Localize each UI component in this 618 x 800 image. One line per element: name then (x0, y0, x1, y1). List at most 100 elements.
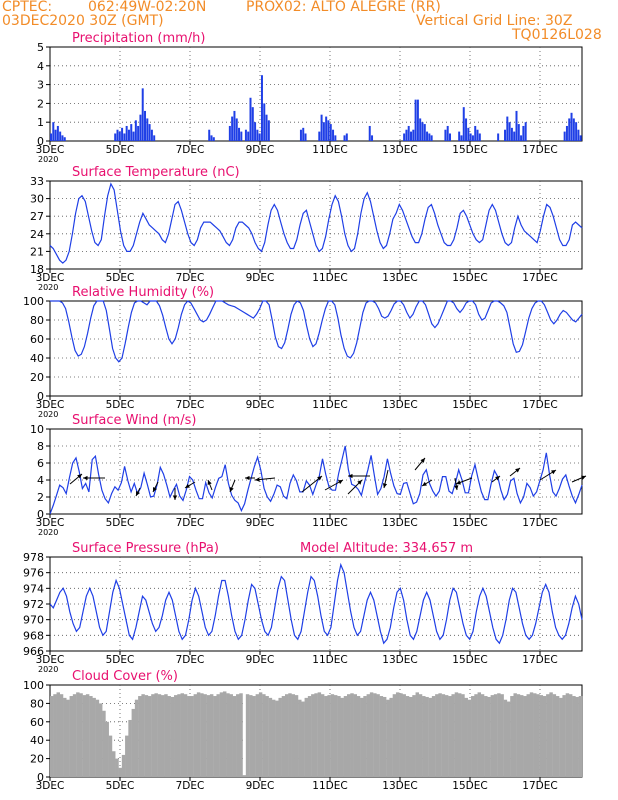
panel2-xtick-label: 13DEC (382, 272, 417, 284)
panel1-precip-bar (150, 129, 153, 141)
panel6-cloud-bar (121, 754, 126, 777)
panel1-precip-bar (419, 118, 422, 141)
panel6-cloud-bar (89, 696, 93, 777)
panel6-cloud-bar (451, 694, 455, 777)
wind-arrow-head (456, 480, 461, 485)
panel6-cloud-bar (271, 699, 276, 777)
panel1-precip-bar (444, 129, 447, 141)
panel6-cloud-bar (115, 758, 119, 777)
panel2-ytick-label: 30 (30, 193, 44, 206)
panel6-cloud-bar (457, 693, 462, 777)
panel6-cloud-bar (157, 694, 162, 777)
panel1-precip-bar (54, 129, 57, 141)
panel6-cloud-bar (284, 694, 289, 777)
panel4-xtick-label: 11DEC (312, 517, 347, 529)
panel1-precip-bar (460, 135, 463, 141)
panel6-cloud-bar (330, 694, 335, 777)
panel5-year-label: 2020 (38, 665, 58, 674)
panel1-precip-bar (368, 125, 371, 141)
panel1-precip-bar (430, 135, 433, 141)
panel1-precip-bar (260, 75, 263, 141)
panel6-ytick-label: 100 (23, 679, 44, 692)
panel1-precip-bar (513, 131, 516, 141)
panel6-cloud-bar (363, 696, 367, 777)
panel6-cloud-bar (193, 694, 198, 777)
panel1-ytick-label: 4 (37, 60, 44, 73)
panel6-cloud-bar (320, 694, 325, 777)
header: CPTEC: 062:49W-02:20N PROX02: ALTO ALEGR… (0, 0, 618, 50)
panel6-cloud-bar (304, 697, 309, 777)
panel1-precip-bar (506, 116, 509, 141)
panel6-cloud-bar (242, 775, 247, 777)
wind-arrow-head (153, 487, 157, 492)
panel3-xtick-label: 7DEC (176, 399, 205, 411)
panel1-precip-bar (61, 135, 64, 141)
panel4-ytick-label: 8 (37, 440, 44, 453)
panel1-precip-bar (244, 129, 247, 141)
panel1-precip-bar (59, 131, 62, 141)
panel6-cloud-bar (529, 692, 534, 777)
panel6-cloud-bar (506, 701, 511, 777)
panel1-precip-bar (423, 124, 426, 141)
panel6-cloud-bar (56, 692, 60, 777)
panel4-ytick-label: 2 (37, 491, 44, 504)
panel4-ytick-label: 6 (37, 457, 44, 470)
panel1-precip-bar (235, 118, 238, 141)
panel6-cloud-bar (76, 692, 80, 777)
panel1-precip-bar (474, 125, 477, 141)
panel6-cloud-bar (418, 694, 423, 777)
wind-arrow-head (454, 485, 459, 490)
wind-arrow-head (245, 475, 250, 481)
panel6-cloud-bar (85, 694, 90, 777)
panel6-cloud-bar (147, 696, 152, 777)
panel3-ytick-label: 60 (30, 333, 44, 346)
panel6-cloud-bar (497, 693, 501, 777)
panel6-cloud-bar (314, 693, 318, 777)
panel6-cloud-bar (444, 695, 449, 777)
panel1-precip-bar (50, 133, 52, 141)
panel4-xtick-label: 3DEC (36, 517, 65, 529)
panel6-cloud-bar (327, 695, 331, 777)
panel6-cloud-bar (281, 696, 286, 777)
panel6-cloud-bar (356, 696, 361, 777)
panel6-cloud-bar (415, 692, 420, 777)
panel6-cloud-bar (395, 692, 400, 777)
panel3-ytick-label: 80 (30, 314, 44, 327)
panel1-precip-bar (302, 127, 305, 141)
panel6-xtick-label: 7DEC (176, 780, 205, 792)
panel1-precip-bar (267, 120, 270, 141)
panel4-xtick-label: 15DEC (452, 517, 487, 529)
panel6-cloud-bar (105, 721, 109, 777)
panel1-xtick-label: 9DEC (246, 144, 275, 156)
panel6-cloud-bar (92, 697, 96, 777)
panel6-xtick-label: 3DEC (36, 780, 65, 792)
wind-arrow-head (495, 476, 500, 481)
panel1-precip-bar (421, 122, 424, 141)
panel6-cloud-bar (467, 699, 472, 777)
panel1-precip-bar (320, 114, 323, 141)
panel5-xtick-label: 15DEC (452, 654, 487, 666)
panel1-precip-bar (471, 135, 474, 141)
panel1-precip-bar (318, 131, 321, 141)
panel6-cloud-bar (441, 694, 446, 777)
panel1-title: Precipitation (mm/h) (72, 31, 205, 46)
panel6-cloud-bar (490, 695, 495, 777)
panel6-cloud-bar (373, 693, 377, 777)
panel2-ytick-label: 21 (30, 245, 44, 258)
panel4-ytick-label: 4 (37, 474, 44, 487)
panel1-precip-bar (325, 116, 328, 141)
header-org: CPTEC: (2, 0, 53, 15)
panel1-precip-bar (449, 133, 451, 141)
panel1-precip-bar (63, 137, 66, 141)
panel6-cloud-bar (412, 695, 416, 777)
panel6-cloud-bar (340, 697, 344, 777)
panel6-cloud-bar (493, 694, 498, 777)
panel6-cloud-bar (203, 694, 207, 777)
panel6-cloud-bar (66, 699, 70, 777)
panel1-precip-bar (148, 124, 151, 141)
panel3-xtick-label: 15DEC (452, 399, 487, 411)
panel6-cloud-bar (311, 694, 315, 777)
panel6-cloud-bar (386, 699, 390, 777)
panel1-precip-bar (247, 131, 250, 141)
panel6-cloud-bar (405, 696, 410, 777)
